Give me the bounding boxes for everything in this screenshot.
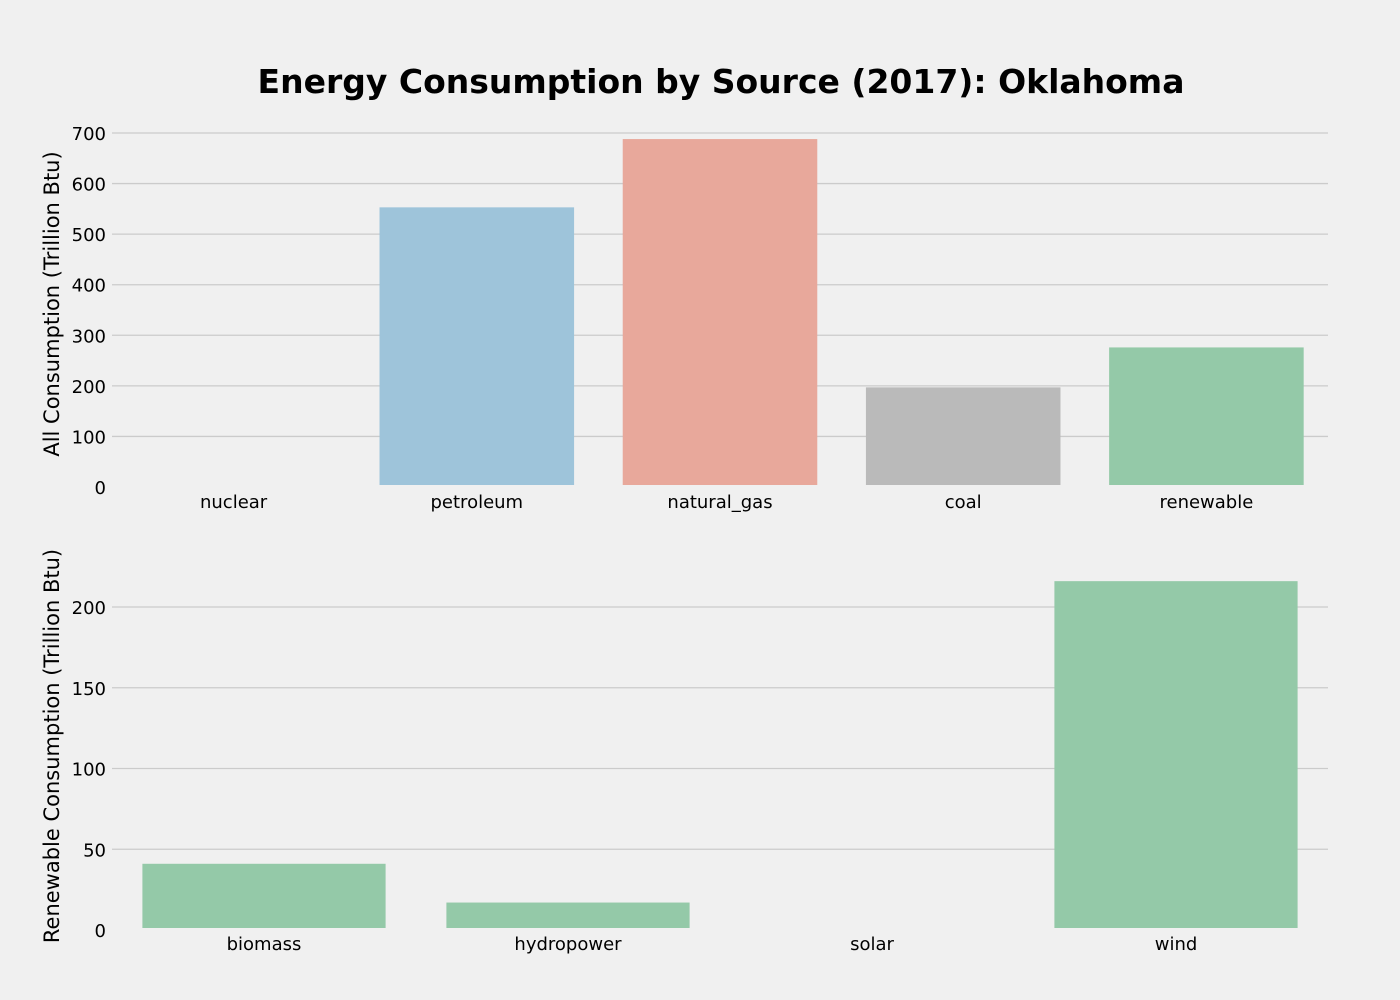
renewable-x-tick-label-hydropower: hydropower xyxy=(514,934,622,955)
renewable-x-tick-label-biomass: biomass xyxy=(227,934,302,955)
all-x-tick-label-petroleum: petroleum xyxy=(431,492,524,513)
renewable-y-tick-label: 100 xyxy=(72,760,106,781)
renewable-y-tick-label: 0 xyxy=(95,921,106,942)
renewable-y-tick-label: 50 xyxy=(83,840,106,861)
all-consumption-y-ticks: 0 100 200 300 400 500 600 700 xyxy=(72,124,106,499)
renewable-x-tick-label-solar: solar xyxy=(850,934,894,955)
all-x-tick-label-renewable: renewable xyxy=(1159,492,1253,513)
all-bar-natural_gas xyxy=(622,139,818,485)
all-y-tick-label: 400 xyxy=(72,276,106,297)
renewable-bar-wind xyxy=(1054,581,1298,928)
all-y-tick-label: 0 xyxy=(95,478,106,499)
all-consumption-y-axis-label: All Consumption (Trillion Btu) xyxy=(40,151,64,456)
all-bar-petroleum xyxy=(379,207,575,485)
chart-title: Energy Consumption by Source (2017): Okl… xyxy=(258,62,1185,101)
all-bar-renewable xyxy=(1109,347,1304,485)
all-x-tick-label-natural_gas: natural_gas xyxy=(667,492,772,513)
all-y-tick-label: 200 xyxy=(72,377,106,398)
all-y-tick-label: 600 xyxy=(72,175,106,196)
renewable-consumption-x-ticks: biomass hydropower solar wind xyxy=(227,934,1198,955)
all-consumption-x-ticks: nuclear petroleum natural_gas coal renewable xyxy=(200,492,1253,513)
renewable-consumption-y-axis-label: Renewable Consumption (Trillion Btu) xyxy=(40,549,64,943)
renewable-consumption-bars xyxy=(142,581,1298,928)
renewable-bar-biomass xyxy=(142,863,386,928)
all-consumption-bars xyxy=(379,139,1304,485)
renewable-bar-hydropower xyxy=(446,902,690,928)
all-y-tick-label: 700 xyxy=(72,124,106,145)
all-y-tick-label: 100 xyxy=(72,427,106,448)
all-x-tick-label-coal: coal xyxy=(945,492,982,513)
renewable-x-tick-label-wind: wind xyxy=(1155,934,1198,955)
renewable-y-tick-label: 200 xyxy=(72,598,106,619)
all-y-tick-label: 300 xyxy=(72,326,106,347)
all-x-tick-label-nuclear: nuclear xyxy=(200,492,268,513)
renewable-consumption-y-ticks: 0 50 100 150 200 xyxy=(72,598,106,942)
all-bar-coal xyxy=(865,387,1061,485)
all-y-tick-label: 500 xyxy=(72,225,106,246)
renewable-y-tick-label: 150 xyxy=(72,679,106,700)
